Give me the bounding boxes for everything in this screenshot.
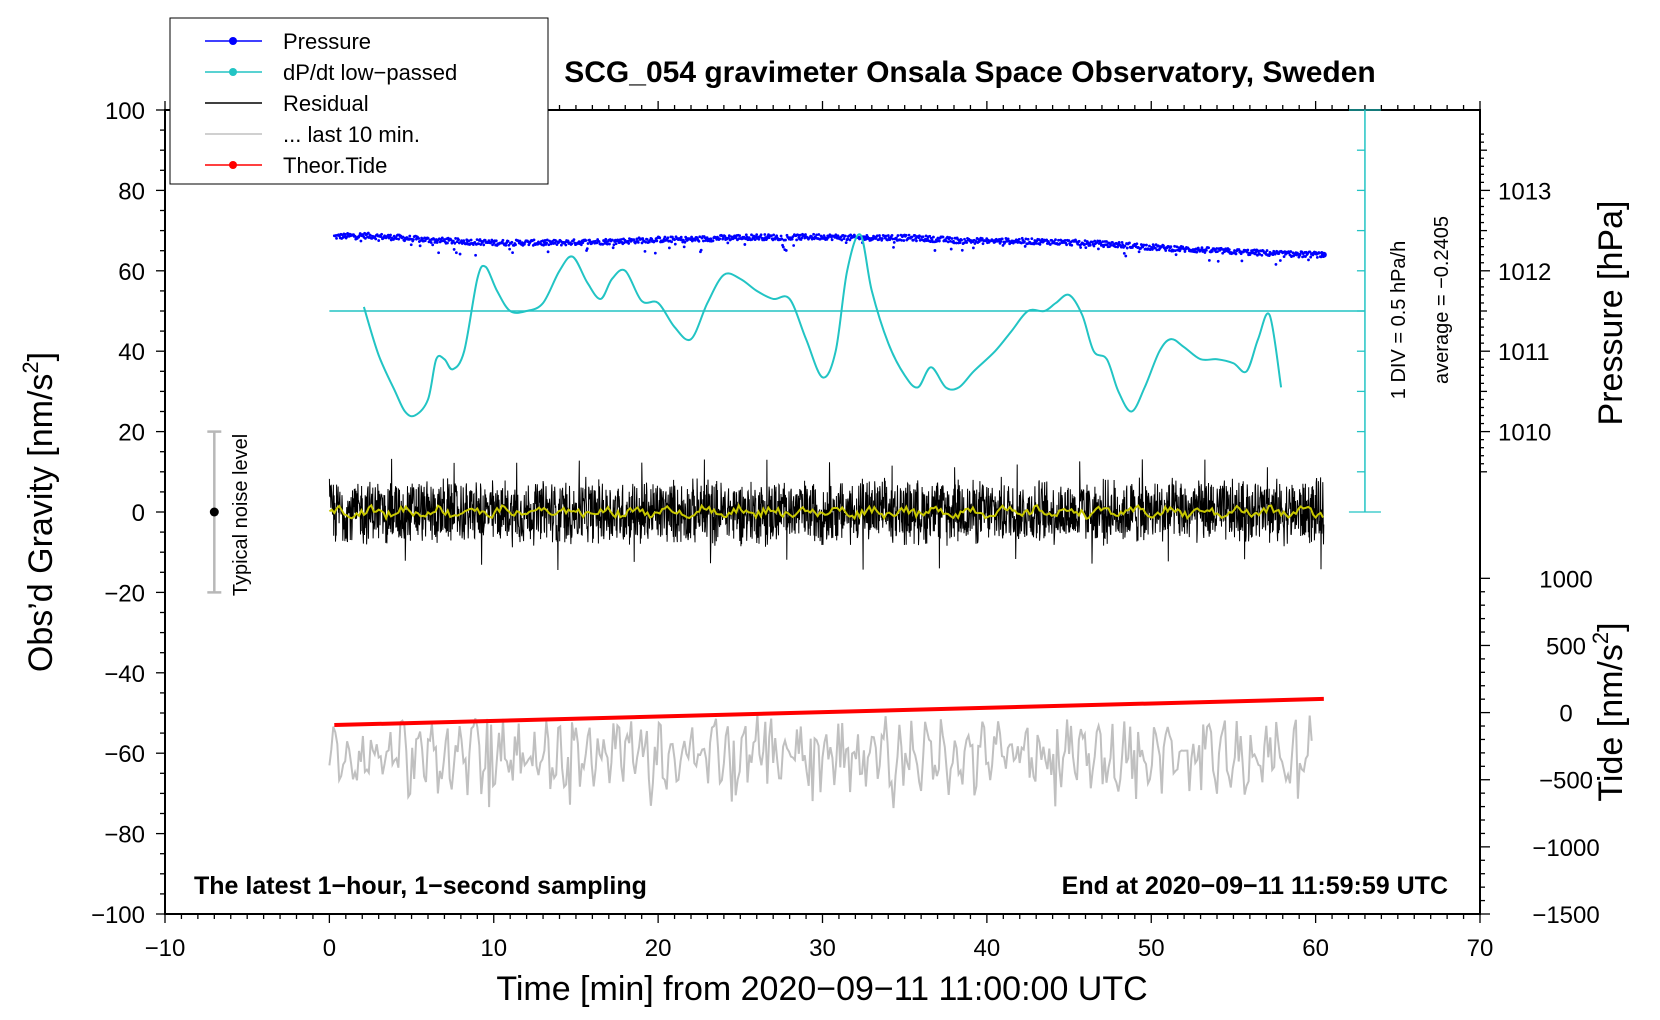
legend-item: Residual (205, 91, 369, 116)
series-residual (328, 458, 1325, 571)
legend: Pressure dP/dt low−passed Residual ... last… (169, 17, 549, 185)
x-tick-label: 0 (323, 935, 336, 962)
pressure-dots (332, 231, 1325, 266)
x-tick-label: 60 (1302, 935, 1329, 962)
x-axis-title: Time [min] from 2020−09−11 11:00:00 UTC (496, 970, 1147, 1008)
y-tick-label: 80 (118, 178, 145, 205)
pressure-axis-ticks: 1010 1011 1012 1013 (1480, 133, 1551, 473)
legend-label: Pressure (283, 29, 371, 54)
tide-line (334, 696, 1324, 728)
legend-label: ... last 10 min. (283, 122, 420, 147)
sampling-note: The latest 1−hour, 1−second sampling (194, 872, 647, 900)
x-tick-label: 20 (645, 935, 672, 962)
dpdt-average-label: average = −0.2405 (1431, 216, 1453, 384)
y-tick-label: −100 (91, 902, 145, 929)
tide-tick-label: −1500 (1532, 902, 1599, 929)
y-axis-title-left: Obs’d Gravity [nm/s2] (18, 352, 60, 672)
y-axis-title-tide: Tide [nm/s2] (1588, 622, 1630, 801)
series-layer (328, 231, 1327, 809)
legend-item: dP/dt low−passed (205, 60, 457, 85)
x-axis-ticks: −10 0 10 20 30 40 50 60 70 (145, 935, 1494, 962)
y-tick-label: 20 (118, 420, 145, 447)
y-tick-label: −40 (104, 661, 145, 688)
tide-tick-label: −500 (1539, 768, 1593, 795)
dpdt-scale-label: 1 DIV = 0.5 hPa/h (1388, 241, 1410, 399)
legend-box (169, 17, 549, 185)
x-tick-label: 50 (1138, 935, 1165, 962)
series-pressure (332, 231, 1327, 266)
tide-tick-label: −1000 (1532, 835, 1599, 862)
last-10-min-trace (328, 714, 1313, 809)
noise-bar-center (209, 507, 219, 517)
pressure-end-point (1320, 251, 1327, 258)
x-tick-label: 30 (809, 935, 836, 962)
legend-items: Pressure dP/dt low−passed Residual ... last… (205, 29, 457, 178)
series-theor-tide (334, 696, 1324, 728)
noise-level-bar (207, 430, 222, 594)
legend-swatch-marker (229, 161, 237, 169)
legend-swatch-marker (229, 68, 237, 76)
noise-level-label: Typical noise level (230, 434, 252, 596)
legend-label: Residual (283, 91, 369, 116)
tide-tick-label: 1000 (1539, 566, 1592, 593)
pressure-tick-label: 1010 (1498, 420, 1551, 447)
legend-label: Theor.Tide (283, 153, 387, 178)
y-tick-label: 60 (118, 259, 145, 286)
y-tick-label: −20 (104, 580, 145, 607)
series--last-10-min- (328, 714, 1313, 809)
y-tick-label: 0 (132, 500, 145, 527)
y-tick-label: −80 (104, 822, 145, 849)
y-axis-ticks: −100 −80 −60 −40 −20 0 20 40 60 80 100 (91, 98, 145, 929)
x-tick-label: 40 (974, 935, 1001, 962)
tide-tick-label: 500 (1546, 633, 1586, 660)
pressure-tick-label: 1012 (1498, 259, 1551, 286)
y-tick-label: 40 (118, 339, 145, 366)
legend-swatch-marker (229, 37, 237, 45)
chart-title: SCG_054 gravimeter Onsala Space Observat… (564, 56, 1376, 89)
legend-item: ... last 10 min. (205, 122, 420, 147)
y-tick-label: −60 (104, 741, 145, 768)
pressure-tick-label: 1013 (1498, 178, 1551, 205)
legend-item: Pressure (205, 29, 371, 54)
residual-trace (328, 458, 1325, 571)
x-tick-label: 10 (480, 935, 507, 962)
tide-tick-label: 0 (1559, 701, 1572, 728)
legend-item: Theor.Tide (205, 153, 387, 178)
series-dp-dt-low-passed (362, 233, 1283, 418)
legend-label: dP/dt low−passed (283, 60, 457, 85)
tide-axis-ticks: −1500 −1000 −500 0 500 1000 (1480, 566, 1600, 929)
y-tick-label: 100 (105, 98, 145, 125)
x-tick-label: −10 (145, 935, 186, 962)
x-tick-label: 70 (1467, 935, 1494, 962)
dpdt-curve (362, 233, 1283, 418)
residual-running-mean (328, 502, 1324, 522)
y-axis-title-pressure: Pressure [hPa] (1592, 201, 1630, 426)
pressure-tick-label: 1011 (1498, 339, 1550, 366)
dpdt-scale-bar (329, 109, 1381, 513)
end-time-note: End at 2020−09−11 11:59:59 UTC (1062, 872, 1448, 900)
